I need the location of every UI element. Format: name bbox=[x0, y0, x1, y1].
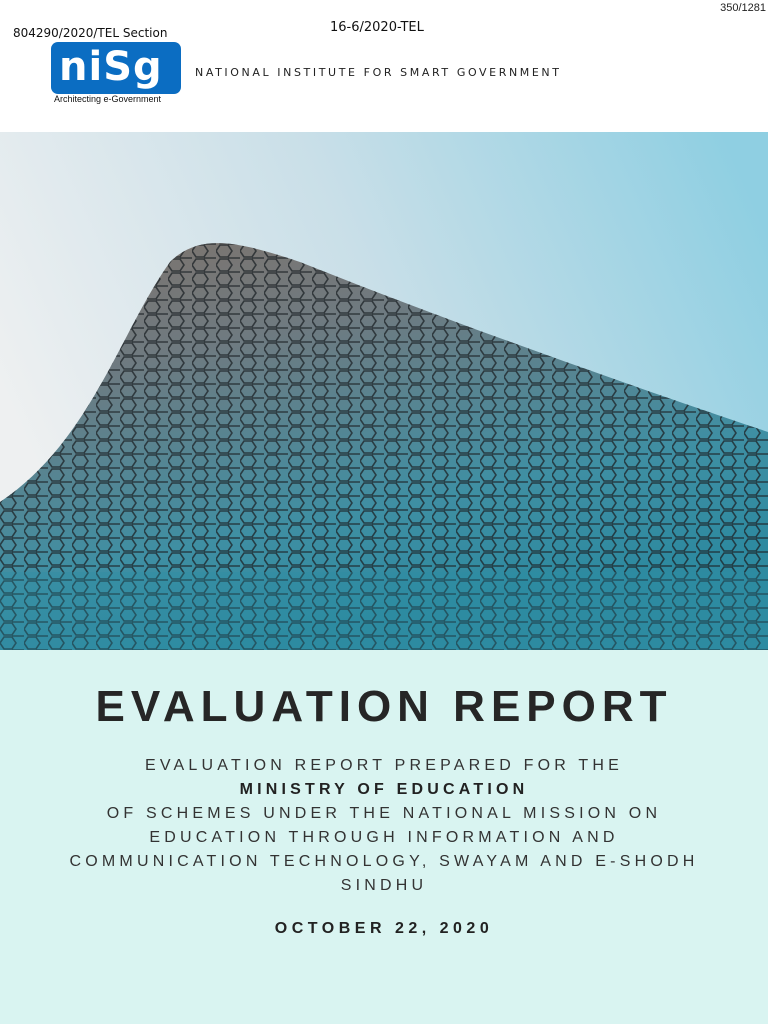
institute-name: NATIONAL INSTITUTE FOR SMART GOVERNMENT bbox=[195, 66, 562, 79]
cover-image bbox=[0, 132, 768, 650]
subtitle-description: OF SCHEMES UNDER THE NATIONAL MISSION ON… bbox=[69, 805, 699, 894]
logo-tagline: Architecting e-Government bbox=[54, 94, 162, 104]
report-date: OCTOBER 22, 2020 bbox=[274, 920, 494, 937]
section-code: 16-6/2020-TEL bbox=[330, 20, 424, 35]
ministry-name: MINISTRY OF EDUCATION bbox=[239, 781, 529, 798]
report-title: EVALUATION REPORT bbox=[95, 682, 673, 731]
cover-panel: EVALUATION REPORT EVALUATION REPORT PREP… bbox=[0, 650, 768, 1024]
page-number: 350/1281 bbox=[720, 2, 766, 14]
nisg-logo: niSg bbox=[51, 42, 181, 94]
file-number: 804290/2020/TEL Section bbox=[13, 26, 168, 40]
report-subtitle: EVALUATION REPORT PREPARED FOR THE MINIS… bbox=[60, 754, 708, 898]
subtitle-line: EVALUATION REPORT PREPARED FOR THE bbox=[145, 757, 623, 774]
logo-text: niSg bbox=[59, 44, 163, 90]
